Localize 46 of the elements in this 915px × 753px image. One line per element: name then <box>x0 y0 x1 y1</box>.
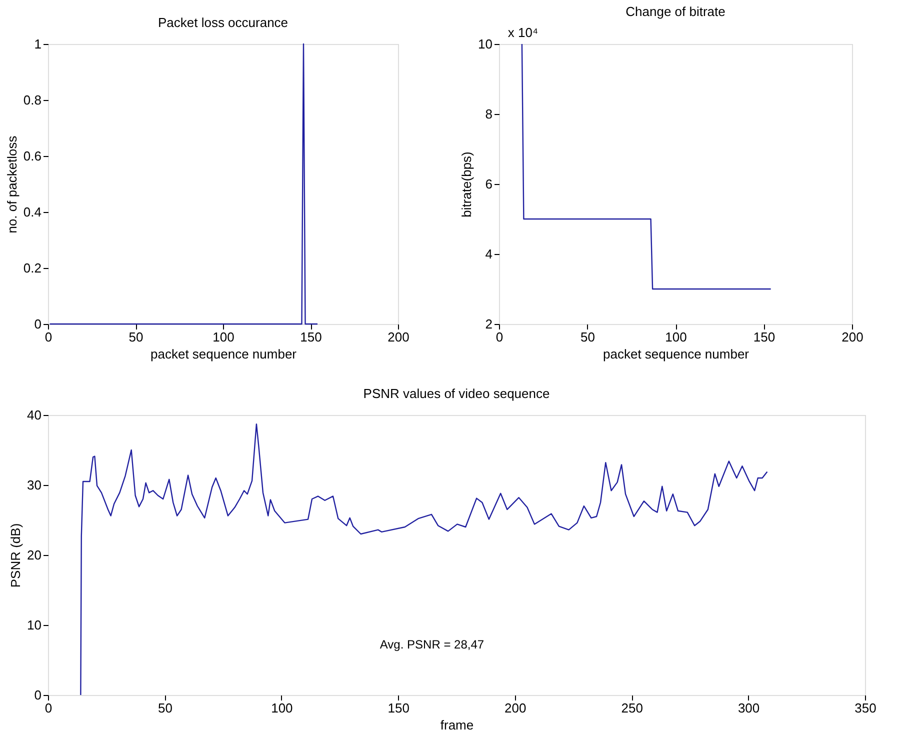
x-tick-label: 250 <box>621 700 643 716</box>
y-axis-title: PSNR (dB) <box>8 523 24 588</box>
y-tick-label: 4 <box>485 246 492 262</box>
y-tick-label: 0.8 <box>23 92 42 108</box>
x-tick-label: 100 <box>665 330 687 344</box>
y-tick-label: 1 <box>34 36 42 52</box>
x-tick-label: 50 <box>128 330 144 344</box>
y-tick-label: 10 <box>27 618 42 632</box>
x-axis-title: packet sequence number <box>150 346 298 362</box>
y-tick-label: 8 <box>485 106 492 122</box>
x-tick-label: 50 <box>158 700 172 716</box>
y-axis-title: bitrate(bps) <box>459 152 474 218</box>
y-tick-label: 0 <box>34 688 42 702</box>
text: x 10⁴ <box>508 25 538 40</box>
y-tick-label: 0 <box>34 316 42 332</box>
y-tick-label: 0.6 <box>23 148 42 164</box>
chart-title: Change of bitrate <box>626 4 726 19</box>
x-tick-label: 0 <box>44 700 52 716</box>
x-tick-label: 200 <box>842 330 864 344</box>
x-tick-label: 100 <box>271 700 293 716</box>
x-tick-label: 200 <box>388 330 410 344</box>
chart-title: PSNR values of video sequence <box>363 386 550 401</box>
x-tick-label: 0 <box>44 330 52 344</box>
x-axis-title: packet sequence number <box>603 346 750 362</box>
y-tick-label: 2 <box>485 316 492 332</box>
x-tick-label: 350 <box>854 700 876 716</box>
y-tick-label: 6 <box>485 176 492 192</box>
x-tick-label: 100 <box>212 330 234 344</box>
x-tick-label: 150 <box>388 700 410 716</box>
x-tick-label: 0 <box>496 330 504 344</box>
y-tick-label: 10 <box>478 36 492 52</box>
x-tick-label: 300 <box>738 700 760 716</box>
x-tick-label: 150 <box>300 330 322 344</box>
y-tick-label: 0.4 <box>23 204 42 220</box>
line-series <box>80 424 768 696</box>
annotation: Avg. PSNR = 28,47 <box>380 638 484 652</box>
y-tick-label: 40 <box>27 408 42 422</box>
y-tick-label: 20 <box>27 548 42 562</box>
x-tick-label: 50 <box>580 330 595 344</box>
x-tick-label: 150 <box>753 330 776 344</box>
y-tick-label: 0.2 <box>23 260 42 276</box>
y-axis-title: no. of packetloss <box>4 135 20 234</box>
x-tick-label: 200 <box>504 700 526 716</box>
chart-title: Packet loss occurance <box>158 15 288 30</box>
x-axis-title: frame <box>440 718 474 732</box>
y-tick-label: 30 <box>27 478 42 492</box>
